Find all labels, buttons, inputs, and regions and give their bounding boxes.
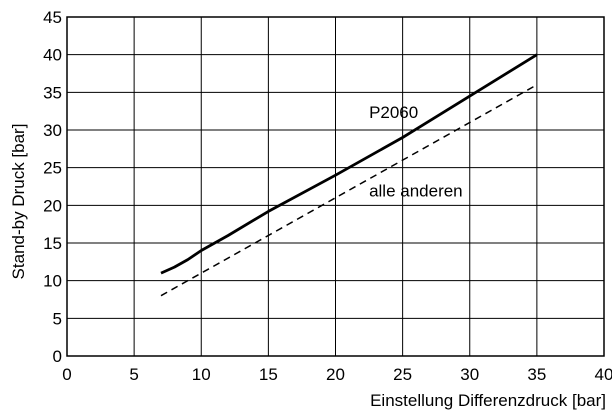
x-tick-label: 40 [595,365,612,384]
plot-frame [66,16,605,357]
x-tick-label: 30 [460,365,479,384]
y-tick-label: 25 [43,159,62,178]
x-axis-title: Einstellung Differenzdruck [bar] [370,391,606,410]
x-tick-label: 25 [393,365,412,384]
y-axis-title: Stand-by Druck [bar] [9,124,28,280]
x-tick-label: 35 [527,365,546,384]
y-tick-label: 5 [53,309,62,328]
x-tick-label: 15 [259,365,278,384]
series-label: alle anderen [369,181,463,200]
y-tick-label: 15 [43,234,62,253]
y-tick-labels: 0 5 10 15 20 25 30 35 40 45 [43,8,62,366]
y-tick-label: 30 [43,121,62,140]
series-layer [160,53,538,297]
series-label: P2060 [369,103,418,122]
x-tick-label: 10 [192,365,211,384]
x-tick-label: 0 [62,365,71,384]
annotations: P2060 alle anderen [369,103,463,200]
y-tick-label: 0 [53,347,62,366]
y-tick-label: 40 [43,46,62,65]
x-tick-label: 20 [326,365,345,384]
y-tick-label: 10 [43,272,62,291]
grid [66,16,605,357]
x-tick-labels: 0 5 10 15 20 25 30 35 40 [62,365,612,384]
series-line-p2060 [160,53,538,275]
y-tick-label: 45 [43,8,62,27]
y-tick-label: 20 [43,196,62,215]
x-tick-label: 5 [129,365,138,384]
series-line-alle-anderen [160,84,538,297]
y-tick-label: 35 [43,83,62,102]
